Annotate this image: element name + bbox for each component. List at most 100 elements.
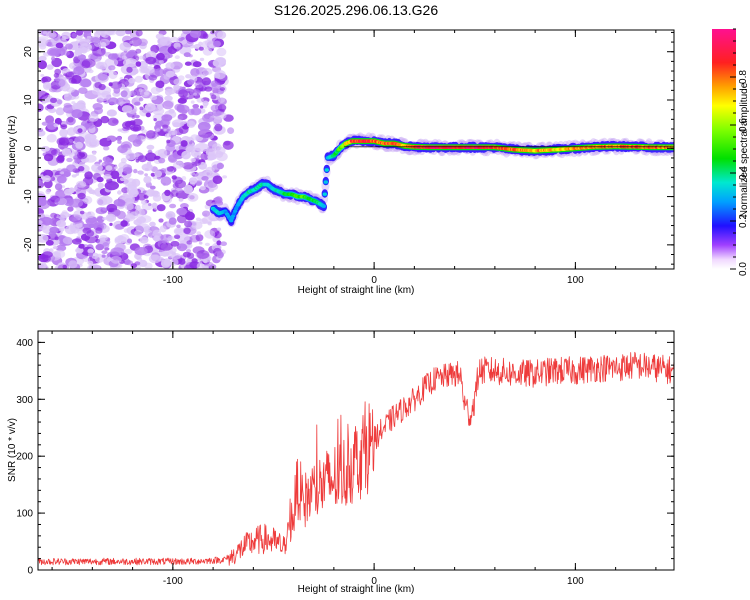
noise-blob [97, 61, 108, 70]
noise-blob [204, 229, 216, 239]
noise-blob [170, 258, 179, 266]
noise-blob [149, 95, 158, 101]
spectrogram-y-tick-label: -20 [23, 237, 34, 252]
noise-blob [170, 240, 180, 247]
spectrogram-x-axis-title: Height of straight line (km) [298, 285, 415, 296]
noise-blob [155, 80, 165, 89]
noise-blob [71, 174, 77, 178]
noise-blob [190, 100, 195, 104]
noise-blob [214, 123, 223, 132]
noise-blob [124, 194, 135, 204]
noise-blob [88, 113, 99, 122]
noise-blob [196, 262, 204, 269]
noise-blob [45, 115, 55, 124]
noise-blob [124, 202, 134, 211]
noise-blob [38, 55, 47, 62]
noise-blob [121, 55, 127, 60]
noise-blob [187, 193, 199, 202]
noise-blob [181, 150, 191, 160]
noise-blob [63, 50, 70, 56]
noise-blob [158, 59, 164, 65]
noise-blob [184, 264, 195, 269]
noise-blob [174, 55, 180, 60]
noise-blob [53, 123, 59, 128]
noise-blob [213, 72, 221, 79]
noise-blob [68, 139, 74, 143]
noise-blob [55, 244, 67, 252]
noise-blob [88, 69, 94, 74]
noise-blob [183, 120, 187, 125]
noise-blob [138, 170, 145, 176]
noise-blob [187, 79, 195, 85]
noise-blob [126, 66, 133, 73]
noise-blob [76, 100, 86, 109]
noise-blob [85, 136, 92, 142]
noise-blob [97, 92, 111, 102]
noise-blob [96, 215, 104, 222]
noise-blob [186, 120, 196, 128]
noise-blob [168, 217, 177, 225]
noise-blob [202, 33, 209, 39]
noise-blob [199, 57, 205, 62]
noise-blob [89, 223, 94, 228]
noise-blob [42, 175, 51, 183]
noise-blob [163, 74, 171, 80]
noise-blob [155, 33, 164, 40]
noise-blob [162, 100, 174, 110]
noise-blob [148, 203, 152, 207]
noise-blob [54, 117, 62, 125]
noise-blob [185, 74, 192, 79]
noise-blob [115, 136, 122, 142]
colorbar: 0.0 0.2 0.4 0.6 0.8 Normalized spectral ampl… [712, 28, 750, 276]
noise-blob [134, 247, 148, 256]
noise-blob [63, 93, 73, 102]
noise-blob [204, 39, 214, 47]
noise-blob [145, 112, 151, 118]
noise-blob [50, 97, 57, 104]
noise-blob [169, 203, 177, 209]
noise-blob [38, 103, 44, 112]
noise-blob [85, 216, 98, 226]
noise-blob [124, 248, 133, 254]
noise-blob [166, 166, 174, 172]
noise-blob [189, 141, 193, 145]
noise-blob [135, 61, 142, 67]
noise-blob [134, 75, 143, 83]
noise-blob [60, 124, 68, 130]
noise-blob [202, 210, 211, 217]
noise-blob [86, 230, 95, 237]
spectrogram-y-tick-label: -10 [23, 189, 34, 204]
noise-blob [79, 210, 85, 215]
noise-blob [155, 128, 161, 132]
noise-blob [78, 161, 86, 167]
colorbar-tick-label: 0.6 [738, 118, 749, 132]
noise-blob [139, 236, 149, 244]
noise-blob [173, 161, 185, 169]
noise-blob [54, 236, 59, 241]
noise-blob [38, 220, 43, 225]
noise-blob [106, 135, 117, 143]
noise-blob [53, 72, 60, 78]
noise-blob [135, 223, 151, 233]
noise-blob [199, 105, 204, 109]
noise-blob [186, 240, 193, 245]
noise-blob [100, 115, 110, 124]
noise-blob [117, 190, 122, 195]
noise-blob [176, 207, 188, 216]
noise-blob [162, 124, 169, 129]
noise-blob [96, 197, 108, 206]
noise-blob [219, 87, 226, 91]
noise-blob [173, 234, 181, 239]
noise-blob [137, 155, 148, 163]
noise-blob [110, 247, 125, 256]
noise-blob [130, 124, 142, 132]
noise-blob [78, 166, 85, 172]
noise-blob [176, 243, 188, 252]
noise-blob [175, 228, 183, 234]
noise-blob [51, 149, 57, 155]
noise-blob [79, 38, 89, 46]
noise-blob [214, 196, 223, 204]
noise-blob [164, 133, 172, 138]
noise-blob [71, 74, 82, 84]
noise-blob [46, 64, 54, 70]
